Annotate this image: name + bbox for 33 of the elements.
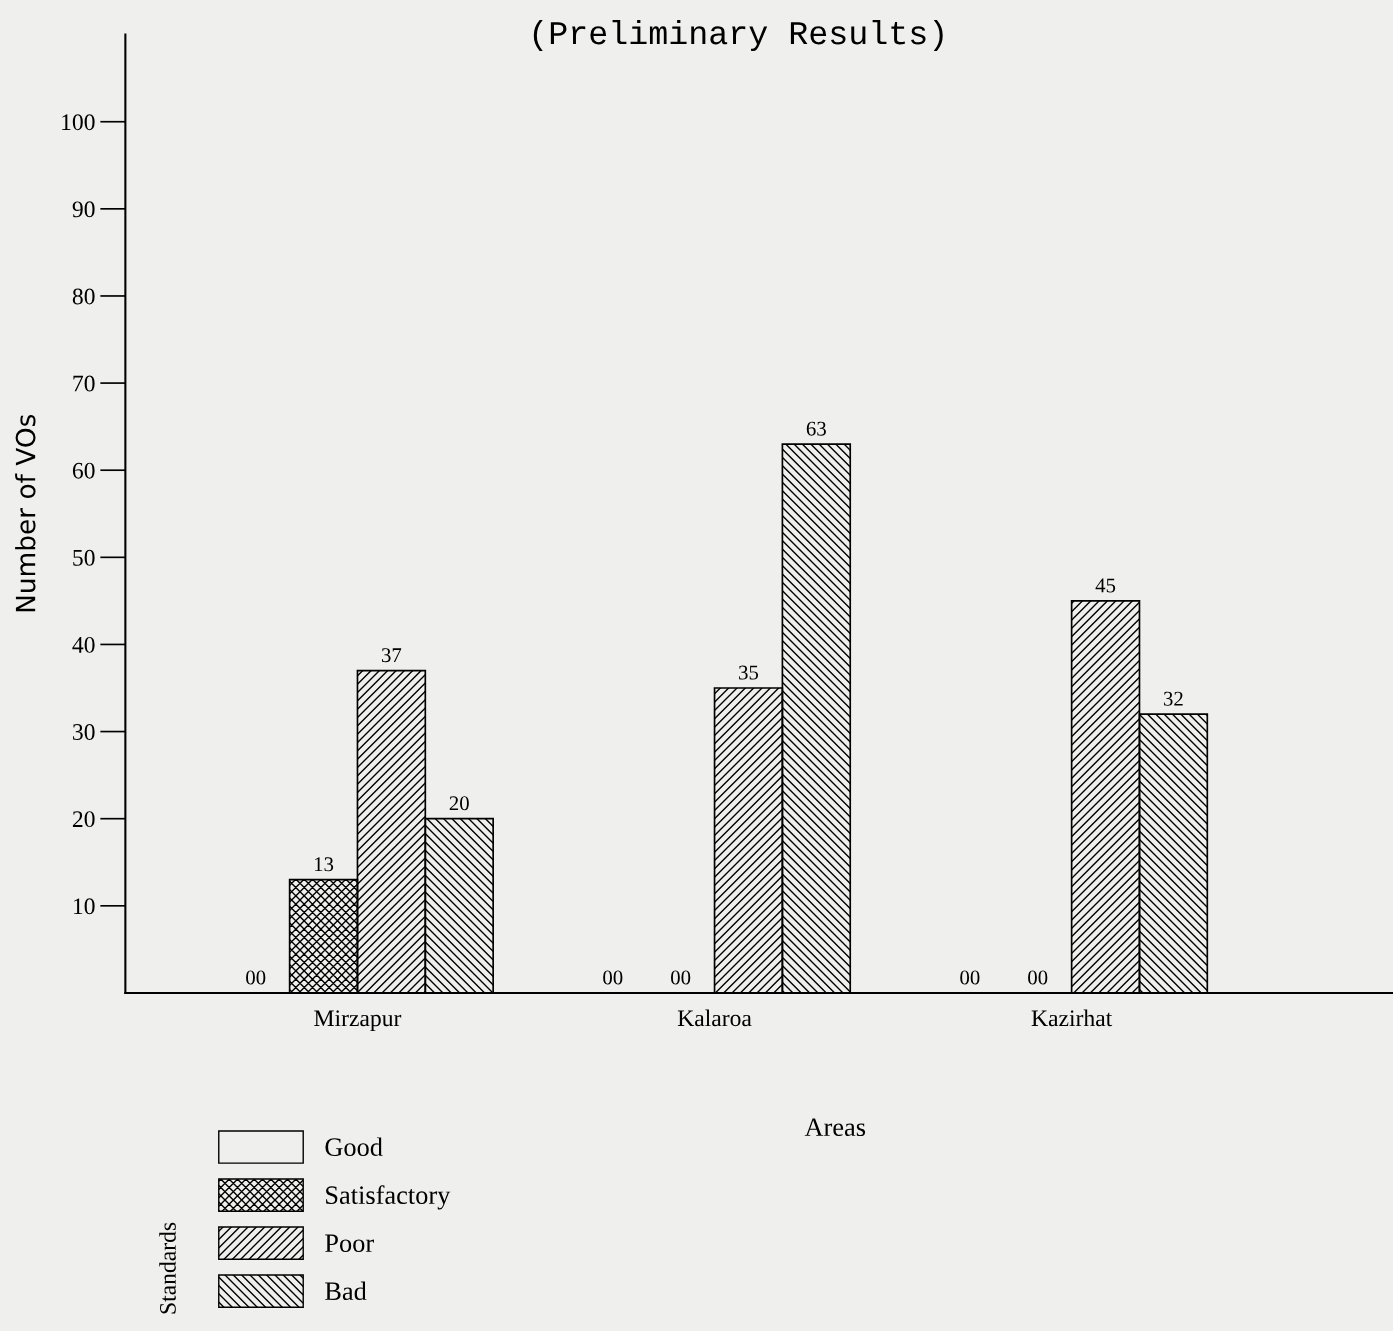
y-tick-label: 40 [72, 636, 95, 653]
y-tick-label: 20 [72, 811, 95, 828]
data-label: 63 [806, 421, 826, 436]
legend-title: Standards [159, 1222, 176, 1314]
chart-title: (Preliminary Results) [533, 19, 943, 52]
data-label: 00 [246, 970, 266, 985]
y-tick-label: 70 [73, 375, 95, 392]
legend-label: Good [325, 1137, 383, 1157]
data-label: 00 [603, 970, 623, 985]
y-tick-label: 90 [72, 201, 95, 218]
x-axis-title: Areas [804, 1118, 866, 1137]
data-label: 20 [449, 796, 469, 811]
legend-label: Poor [325, 1234, 374, 1253]
y-tick-label: 10 [73, 898, 95, 915]
data-label: 13 [314, 857, 334, 872]
x-tick-label: Mirzapur [314, 1010, 402, 1032]
data-label: 37 [381, 648, 402, 663]
y-tick-label: 60 [72, 462, 95, 479]
x-tick-label: Kalaroa [677, 1009, 752, 1027]
legend-label: Satisfactory [326, 1185, 451, 1210]
data-label: 00 [671, 970, 691, 985]
data-label: 32 [1163, 691, 1183, 706]
x-tick-label: Kazirhat [1031, 1009, 1113, 1027]
y-tick-label: 80 [72, 288, 95, 305]
data-label: 35 [739, 665, 759, 680]
data-label: 00 [1028, 970, 1048, 985]
legend-label: Bad [325, 1281, 367, 1301]
data-label: 00 [960, 970, 980, 985]
y-tick-label: 30 [73, 724, 95, 740]
data-label: 45 [1095, 578, 1116, 593]
y-axis-title: Number of VOs [15, 414, 36, 612]
y-tick-label: 50 [73, 549, 95, 566]
y-tick-label: 100 [62, 114, 95, 131]
